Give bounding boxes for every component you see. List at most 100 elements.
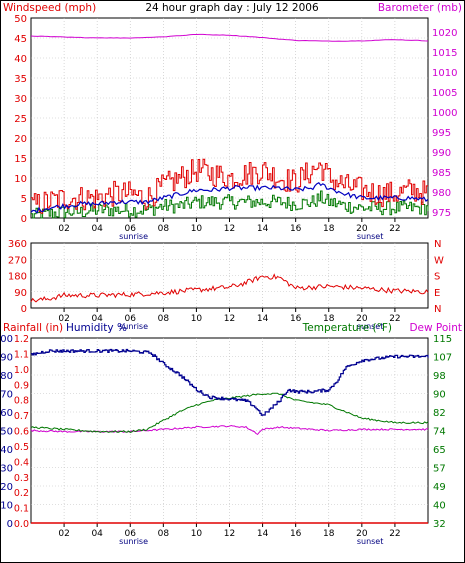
rainfall-tick-label: 1.2 [14, 334, 29, 345]
direction-tick-label: 270 [8, 255, 27, 266]
temperature-tick-label: 65 [433, 445, 446, 456]
x-tick-label: 16 [290, 224, 302, 234]
temperature-series [30, 392, 429, 433]
rainfall-tick-label: 0.4 [14, 457, 29, 468]
x-tick-label: 08 [158, 529, 170, 539]
humidity-tick-label: 40 [0, 445, 13, 456]
x-tick-label: 10 [191, 224, 203, 234]
x-tick-label: 12 [224, 529, 235, 539]
barometer-series [30, 33, 429, 42]
compass-tick-label: N [434, 239, 441, 250]
temperature-tick-label: 98 [433, 371, 446, 382]
x-tick-label: 12 [224, 224, 235, 234]
rainfall-tick-label: 0.1 [14, 504, 29, 515]
direction-tick-label: 180 [8, 272, 27, 283]
rainfall-tick-label: 0.3 [14, 473, 29, 484]
x-tick-label: 22 [389, 224, 400, 234]
x-tick-label: 16 [290, 529, 302, 539]
temperature-tick-label: 90 [433, 390, 446, 401]
temperature-tick-label: 32 [433, 519, 446, 530]
humidity-tick-label: 90 [0, 353, 13, 364]
temperature-axis-label: Temperature (°F) [302, 322, 392, 334]
compass-tick-label: E [434, 288, 440, 299]
rainfall-tick-label: 0.2 [14, 488, 29, 499]
direction-tick-label: 90 [14, 288, 27, 299]
x-tick-label: 14 [257, 224, 269, 234]
humidity-tick-label: 100 [0, 334, 13, 345]
barometer-tick-label: 1020 [432, 28, 457, 39]
x-tick-label: 08 [158, 224, 170, 234]
rainfall-tick-label: 1.0 [14, 365, 29, 376]
wind-speed-min-series [31, 190, 429, 219]
x-tick-label: 02 [58, 224, 69, 234]
windspeed-tick-label: 35 [14, 74, 27, 85]
temperature-tick-label: 82 [433, 408, 446, 419]
barometer-tick-label: 1010 [432, 68, 457, 79]
x-tick-label: 18 [323, 314, 335, 324]
humidity-series [31, 348, 429, 416]
rainfall-tick-label: 0.5 [14, 442, 29, 453]
x-tick-label: 06 [125, 314, 137, 324]
wind-speed-peak-series [31, 158, 428, 214]
barometer-tick-label: 975 [432, 208, 451, 219]
windspeed-tick-label: 30 [14, 94, 27, 105]
windspeed-tick-label: 40 [14, 54, 27, 65]
rainfall-tick-label: 0.0 [14, 519, 29, 530]
rainfall-tick-label: 0.8 [14, 396, 29, 407]
x-tick-label: 14 [257, 314, 269, 324]
graph-title: 24 hour graph day : July 12 2006 [145, 2, 319, 14]
barometer-tick-label: 1005 [432, 88, 457, 99]
sunset-label: sunset [357, 232, 384, 241]
humidity-tick-label: 50 [0, 427, 13, 438]
rainfall-axis-label: Rainfall (in) [3, 322, 63, 334]
x-tick-label: 18 [323, 224, 335, 234]
x-tick-label: 06 [125, 224, 137, 234]
windspeed-tick-label: 50 [14, 14, 27, 25]
x-tick-label: 04 [91, 224, 103, 234]
temperature-tick-label: 74 [433, 427, 446, 438]
wind-direction-panel: 02 04 06 08 10 12 14 16 18 20 22 sunrise sunset 0 90 18… [8, 239, 444, 331]
barometer-tick-label: 990 [432, 148, 451, 159]
sunset-label: sunset [357, 537, 384, 546]
windspeed-tick-label: 25 [14, 114, 27, 125]
sunrise-label: sunrise [119, 322, 148, 331]
humidity-tick-label: 10 [0, 501, 13, 512]
barometer-tick-label: 1015 [432, 48, 457, 59]
barometer-tick-label: 995 [432, 128, 451, 139]
barometer-axis-label: Barometer (mb) [378, 2, 462, 14]
x-tick-label: 06 [125, 529, 137, 539]
temperature-tick-label: 115 [433, 334, 452, 345]
windspeed-tick-label: 10 [14, 174, 27, 185]
x-tick-label: 18 [323, 529, 335, 539]
dewpoint-axis-label: Dew Point [409, 322, 462, 334]
humidity-tick-label: 30 [0, 464, 13, 475]
x-tick-label: 22 [389, 529, 400, 539]
sunset-label: sunset [357, 322, 384, 331]
x-tick-label: 20 [356, 224, 368, 234]
humidity-tick-label: 60 [0, 408, 13, 419]
wind-direction-series [30, 273, 429, 303]
temperature-tick-label: 107 [433, 353, 452, 364]
windspeed-axis-label: Windspeed (mph) [3, 2, 96, 14]
x-tick-label: 14 [257, 529, 269, 539]
compass-tick-label: N [434, 304, 441, 315]
rainfall-tick-label: 1.1 [14, 349, 29, 360]
x-tick-label: 08 [158, 314, 170, 324]
barometer-tick-label: 985 [432, 168, 451, 179]
x-tick-label: 04 [91, 529, 103, 539]
compass-tick-label: S [434, 272, 440, 283]
humidity-tick-label: 70 [0, 390, 13, 401]
x-tick-label: 02 [58, 529, 69, 539]
barometer-tick-label: 980 [432, 188, 451, 199]
humidity-tick-label: 0 [7, 519, 13, 530]
x-tick-label: 20 [356, 314, 368, 324]
sunrise-label: sunrise [119, 232, 148, 241]
windspeed-tick-label: 0 [21, 214, 27, 225]
windspeed-tick-label: 45 [14, 34, 27, 45]
x-tick-label: 04 [91, 314, 103, 324]
rainfall-tick-label: 0.7 [14, 411, 29, 422]
windspeed-tick-label: 20 [14, 134, 27, 145]
